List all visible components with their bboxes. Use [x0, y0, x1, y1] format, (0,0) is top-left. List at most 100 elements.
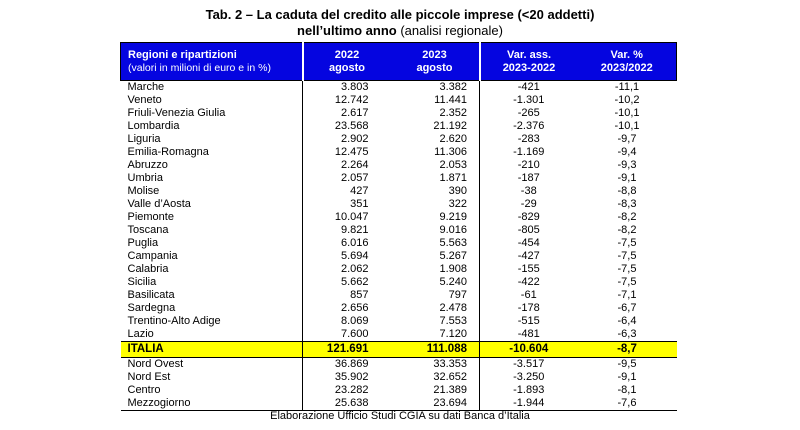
var-pct-cell: -6,4 [617, 315, 637, 327]
header-row: Regioni e ripartizioni (valori in milion… [120, 42, 677, 81]
value-2023-cell: 3.382 [390, 80, 480, 94]
var-pct-cell: -10,2 [614, 94, 640, 106]
value-2022-cell: 2.617 [340, 107, 369, 119]
table-header: Regioni e ripartizioni (valori in milion… [120, 42, 677, 81]
value-2023-cell: 9.219 [390, 211, 480, 224]
title-line2: nell’ultimo anno (analisi regionale) [0, 23, 800, 39]
table-row: Umbria 2.057 1.871 -187 -9,1 [120, 172, 677, 185]
region-cell: Nord Ovest [120, 357, 303, 371]
title-line2-bold: nell’ultimo anno [297, 23, 397, 38]
header-var-ass: Var. ass. 2023-2022 [479, 42, 578, 81]
header-var-ass-line2: 2023-2022 [502, 61, 556, 74]
value-2022-cell: 5.694 [340, 250, 369, 262]
region-cell: Puglia [120, 237, 303, 250]
var-pct-cell: -7,5 [617, 250, 637, 262]
table-row: Valle d’Aosta 351 322 -29 -8,3 [120, 198, 677, 211]
region-cell: Marche [120, 80, 303, 94]
var-pct-cell: -9,3 [617, 159, 637, 171]
value-2023-cell: 32.652 [390, 371, 480, 384]
var-ass-cell: -454 [517, 237, 540, 249]
value-2023-cell: 7.120 [390, 328, 480, 342]
table-row: Veneto 12.742 11.441 -1.301 -10,2 [120, 94, 677, 107]
value-2022-cell: 12.475 [334, 146, 369, 158]
value-2022-cell: 8.069 [340, 315, 369, 327]
region-cell: Sicilia [120, 276, 303, 289]
value-2022-cell: 10.047 [334, 211, 369, 223]
value-2022-cell: 23.282 [334, 384, 369, 396]
value-2022-cell: 2.057 [340, 172, 369, 184]
value-2023-cell: 2.352 [390, 107, 480, 120]
value-2023-cell: 322 [390, 198, 480, 211]
credit-regions-table: Regioni e ripartizioni (valori in milion… [120, 42, 677, 411]
var-pct-cell: -9,1 [617, 371, 637, 383]
value-2023-cell: 7.553 [390, 315, 480, 328]
region-cell: Umbria [120, 172, 303, 185]
value-2023-cell: 111.088 [390, 341, 480, 358]
region-cell: Basilicata [120, 289, 303, 302]
var-pct-cell: -9,1 [617, 172, 637, 184]
header-regioni-title: Regioni e ripartizioni [128, 48, 237, 61]
value-2022-cell: 35.902 [334, 371, 369, 383]
var-ass-cell: -178 [517, 302, 540, 314]
table-row: Liguria 2.902 2.620 -283 -9,7 [120, 133, 677, 146]
table-row: Friuli-Venezia Giulia 2.617 2.352 -265 -10,1 [120, 107, 677, 120]
value-2023-cell: 33.353 [390, 357, 480, 371]
value-2022-cell: 3.803 [340, 81, 369, 93]
header-2022-month: agosto [328, 61, 366, 74]
value-2022-cell: 6.016 [340, 237, 369, 249]
header-2022-year: 2022 [334, 48, 360, 61]
region-cell: Abruzzo [120, 159, 303, 172]
value-2022-cell: 9.821 [340, 224, 369, 236]
value-2023-cell: 9.016 [390, 224, 480, 237]
table-row: Abruzzo 2.264 2.053 -210 -9,3 [120, 159, 677, 172]
table-row: Molise 427 390 -38 -8,8 [120, 185, 677, 198]
value-2023-cell: 5.240 [390, 276, 480, 289]
value-2023-cell: 23.694 [390, 397, 480, 411]
title-line2-note: (analisi regionale) [396, 23, 503, 38]
var-pct-cell: -7,1 [617, 289, 637, 301]
value-2023-cell: 5.563 [390, 237, 480, 250]
var-ass-cell: -155 [517, 263, 540, 275]
header-2023-month: agosto [416, 61, 453, 74]
table-row: Puglia 6.016 5.563 -454 -7,5 [120, 237, 677, 250]
region-cell: Lazio [120, 328, 303, 342]
region-cell: Mezzogiorno [120, 397, 303, 411]
var-pct-cell: -9,7 [617, 133, 637, 145]
var-pct-cell: -8,2 [617, 211, 637, 223]
var-pct-cell: -8,2 [617, 224, 637, 236]
table-row: Emilia-Romagna 12.475 11.306 -1.169 -9,4 [120, 146, 677, 159]
region-cell: Liguria [120, 133, 303, 146]
var-pct-cell: -7,6 [577, 397, 677, 411]
var-pct-cell: -8,8 [617, 185, 637, 197]
value-2023-cell: 797 [390, 289, 480, 302]
var-ass-cell: -481 [517, 328, 540, 340]
var-ass-cell: -61 [520, 289, 537, 301]
table-row: Trentino-Alto Adige 8.069 7.553 -515 -6,4 [120, 315, 677, 328]
region-cell: Veneto [120, 94, 303, 107]
value-2022-cell: 12.742 [334, 94, 369, 106]
region-cell: Molise [120, 185, 303, 198]
value-2023-cell: 21.389 [390, 384, 480, 397]
region-cell: Nord Est [120, 371, 303, 384]
var-pct-cell: -9,5 [617, 358, 637, 370]
var-ass-cell: -3.517 [513, 358, 545, 370]
value-2023-cell: 1.871 [390, 172, 480, 185]
header-2023-year: 2023 [422, 48, 447, 61]
table-row: Nord Est 35.902 32.652 -3.250 -9,1 [120, 371, 677, 384]
region-cell: Calabria [120, 263, 303, 276]
table-row: Campania 5.694 5.267 -427 -7,5 [120, 250, 677, 263]
region-cell: Emilia-Romagna [120, 146, 303, 159]
value-2022-cell: 2.902 [340, 133, 369, 145]
value-2022-cell: 121.691 [302, 341, 391, 358]
var-ass-cell: -283 [517, 133, 540, 145]
table-row: Lombardia 23.568 21.192 -2.376 -10,1 [120, 120, 677, 133]
var-pct-cell: -7,5 [617, 276, 637, 288]
var-pct-cell: -7,5 [617, 237, 637, 249]
var-ass-cell: -38 [520, 185, 537, 197]
header-2022: 2022 agosto [302, 42, 391, 81]
title-line1: Tab. 2 – La caduta del credito alle picc… [205, 7, 595, 22]
var-ass-cell: -422 [517, 276, 540, 288]
value-2022-cell: 351 [350, 198, 369, 210]
var-pct-cell: -11,1 [614, 81, 640, 93]
